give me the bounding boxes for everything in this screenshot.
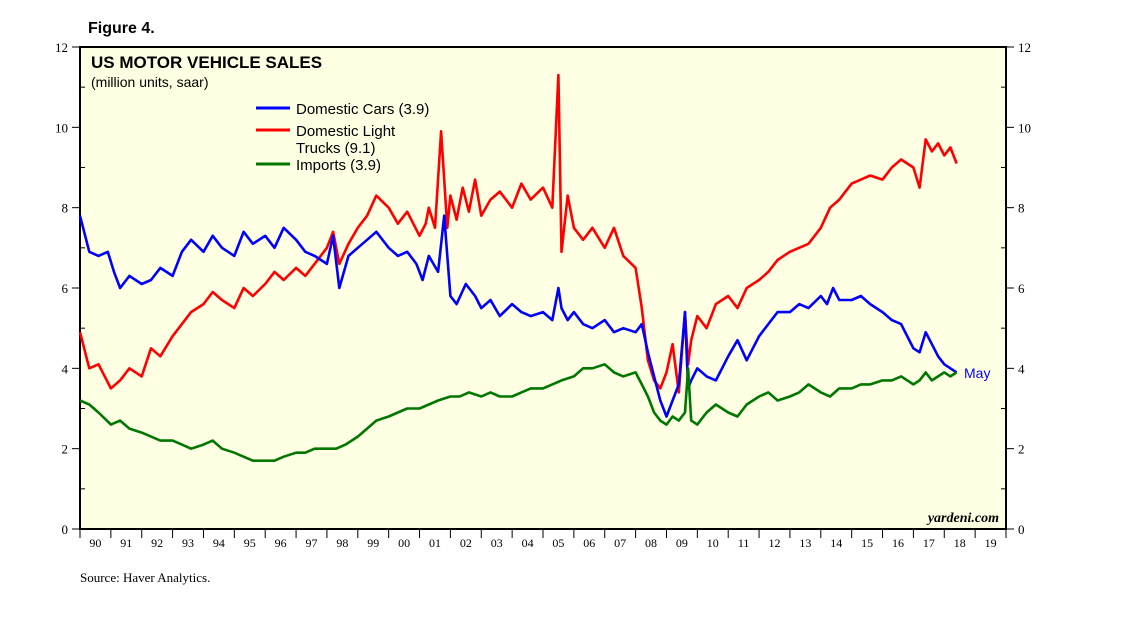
x-tick-label: 00: [398, 536, 410, 550]
x-tick-label: 96: [275, 536, 287, 550]
x-tick-label: 07: [614, 536, 626, 550]
y-tick-label-left: 10: [55, 120, 68, 135]
y-tick-label-left: 2: [62, 442, 69, 457]
x-tick-label: 11: [738, 536, 750, 550]
x-tick-label: 16: [892, 536, 904, 550]
legend: Domestic Cars (3.9) Domestic Light Trucks…: [256, 101, 429, 174]
y-tick-label-right: 8: [1018, 201, 1025, 216]
series-line-domestic-cars: [78, 214, 958, 418]
y-tick-label-right: 2: [1018, 442, 1025, 457]
y-tick-label-right: 10: [1018, 120, 1031, 135]
y-tick-label-left: 12: [55, 40, 68, 55]
chart-subtitle: (million units, saar): [91, 74, 208, 90]
x-tick-label: 09: [676, 536, 688, 550]
x-tick-label: 02: [460, 536, 472, 550]
x-tick-label: 01: [429, 536, 441, 550]
y-tick-label-right: 0: [1018, 522, 1025, 537]
source-note: Source: Haver Analytics.: [80, 570, 210, 585]
may-annotation: May: [964, 365, 990, 381]
y-tick-label-left: 4: [62, 361, 69, 376]
y-tick-label-right: 6: [1018, 281, 1025, 296]
series-line-domestic-light-trucks: [78, 73, 958, 394]
x-tick-label: 12: [769, 536, 781, 550]
brand-watermark: yardeni.com: [926, 511, 999, 526]
legend-label-imports: Imports (3.9): [296, 157, 381, 174]
x-tick-label: 94: [213, 536, 225, 550]
x-tick-label: 04: [522, 536, 534, 550]
figure-label: Figure 4.: [88, 20, 155, 37]
legend-label-domestic-light-trucks: Domestic Light Trucks (9.1): [296, 123, 396, 157]
y-tick-label-left: 0: [62, 522, 69, 537]
x-tick-label: 13: [799, 536, 811, 550]
x-tick-label: 17: [923, 536, 935, 550]
x-tick-label: 06: [583, 536, 595, 550]
right-y-axis: 0 2 4 6 8 10 12: [1001, 40, 1031, 537]
plot-area: [79, 46, 1007, 530]
y-tick-label-left: 6: [62, 281, 69, 296]
x-tick-label: 19: [985, 536, 997, 550]
x-tick-label: 95: [244, 536, 256, 550]
x-tick-label: 90: [89, 536, 101, 550]
x-tick-label: 10: [707, 536, 719, 550]
x-tick-label: 91: [120, 536, 132, 550]
series-line-imports: [79, 362, 958, 463]
x-tick-label: 18: [954, 536, 966, 550]
y-tick-label-left: 8: [62, 201, 69, 216]
chart-title: US MOTOR VEHICLE SALES: [91, 53, 322, 72]
x-tick-label: 93: [182, 536, 194, 550]
x-axis: 90 91 92 93 94 95 96 97 98 99 00 01 02 03 04 05 06 07 08 09…: [79, 528, 1007, 550]
left-y-axis: 0 2 4 6 8 10 12: [55, 40, 85, 537]
x-tick-label: 92: [151, 536, 163, 550]
x-tick-label: 14: [830, 536, 842, 550]
x-tick-label: 99: [367, 536, 379, 550]
x-tick-label: 15: [861, 536, 873, 550]
x-tick-label: 08: [645, 536, 657, 550]
legend-label-domestic-cars: Domestic Cars (3.9): [296, 101, 429, 118]
series-layer: [78, 73, 958, 463]
x-tick-label: 05: [552, 536, 564, 550]
x-tick-label: 03: [491, 536, 503, 550]
x-tick-label: 98: [336, 536, 348, 550]
x-tick-label: 97: [306, 536, 318, 550]
y-tick-label-right: 12: [1018, 40, 1031, 55]
y-tick-label-right: 4: [1018, 361, 1025, 376]
